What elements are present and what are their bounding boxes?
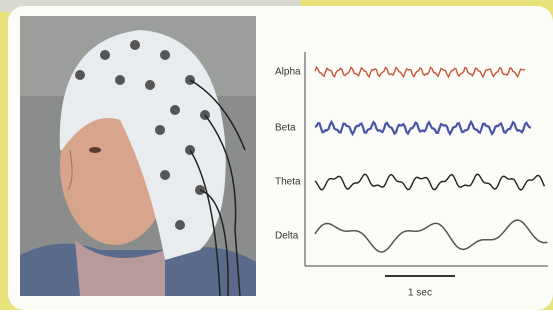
- scale-label: 1 sec: [408, 288, 432, 299]
- eye: [89, 147, 101, 153]
- wave-label: Delta: [275, 231, 299, 242]
- scene: 1 sec Alpha Beta Theta Delta: [0, 0, 553, 310]
- photo: [20, 16, 256, 296]
- wave-label: Alpha: [275, 67, 301, 78]
- wave-label: Beta: [275, 123, 296, 134]
- wave-label: Theta: [275, 177, 301, 188]
